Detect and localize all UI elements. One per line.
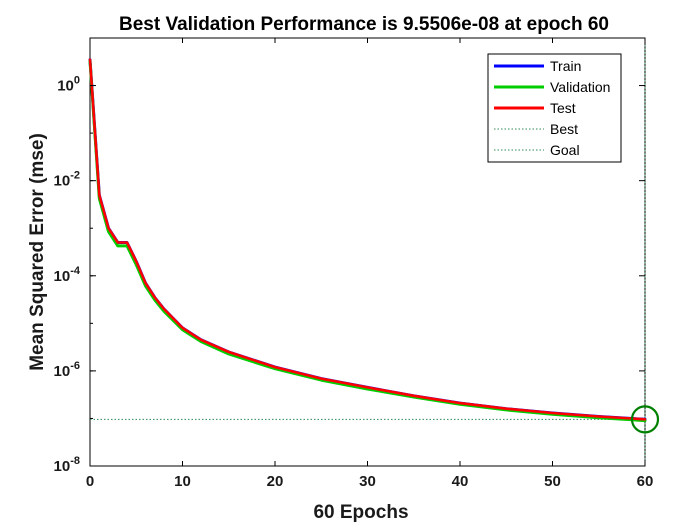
- x-tick-label: 10: [174, 473, 191, 490]
- x-tick-label: 20: [267, 473, 284, 490]
- legend-label-goal: Goal: [550, 142, 580, 158]
- x-axis-title: 60 Epochs: [313, 502, 408, 523]
- x-tick-label: 30: [359, 473, 376, 490]
- best-point-marker: [630, 405, 660, 434]
- legend-label-test: Test: [550, 100, 576, 116]
- y-axis-title: Mean Squared Error (mse): [27, 133, 48, 371]
- x-tick-label: 50: [544, 473, 561, 490]
- y-axis: 10-8 10-6 10-4 10-2 100: [54, 37, 645, 475]
- y-tick-label: 10-4: [54, 265, 81, 285]
- y-tick-label: 10-6: [54, 360, 80, 380]
- legend-label-best: Best: [550, 121, 578, 137]
- x-tick-label: 60: [637, 473, 654, 490]
- x-tick-label: 0: [86, 473, 94, 490]
- series-line-test: [88, 58, 647, 421]
- series-lines: [88, 58, 647, 423]
- x-tick-label: 40: [452, 473, 469, 490]
- chart-title: Best Validation Performance is 9.5506e-0…: [119, 14, 609, 35]
- legend-label-train: Train: [550, 58, 581, 74]
- legend-label-validation: Validation: [550, 79, 610, 95]
- x-axis: 0 10 20 30 40 50 60: [86, 38, 654, 490]
- y-tick-label: 100: [57, 75, 80, 95]
- y-tick-label: 10-2: [54, 170, 80, 190]
- legend: Train Validation Test Best Goal: [487, 53, 622, 163]
- y-tick-label: 10-8: [54, 455, 80, 475]
